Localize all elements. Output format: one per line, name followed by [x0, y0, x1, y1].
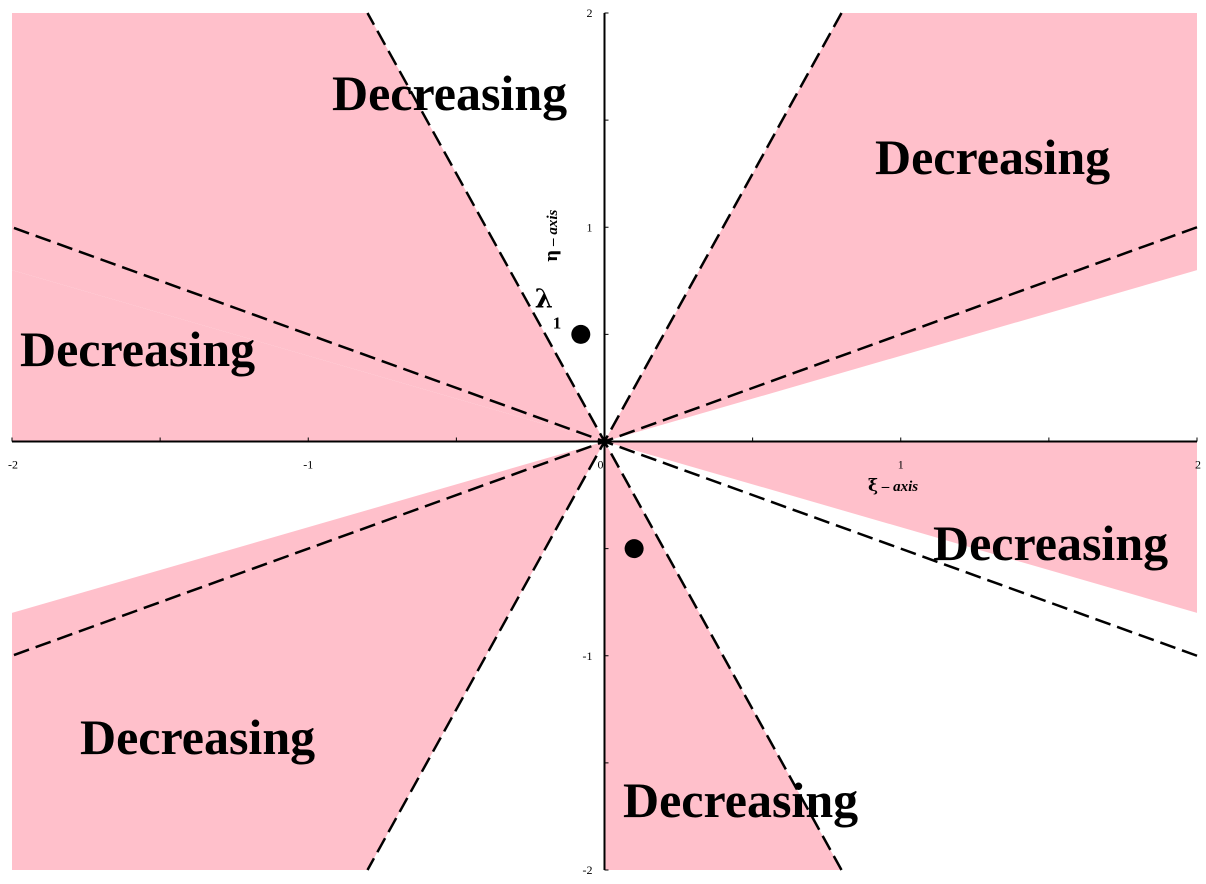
y-tick-label: 1 [587, 220, 593, 234]
shaded-region-3 [12, 270, 605, 442]
y-tick-label: -2 [583, 863, 593, 877]
data-point [624, 539, 644, 559]
tick-labels: -2 -1 0 1 2 2 1 -1 -2 [8, 6, 1201, 877]
x-tick-label: -1 [303, 458, 313, 472]
y-tick-label: -1 [583, 649, 593, 663]
shaded-region-6 [604, 441, 1197, 613]
shaded-region-1 [604, 13, 1197, 442]
data-points: λ1 [535, 284, 644, 559]
shaded-region-2 [12, 13, 605, 442]
point-label-subscript: 1 [553, 313, 562, 332]
y-tick-label: 2 [587, 6, 593, 20]
region-labels: Decreasing Decreasing Decreasing Decreasing… [20, 65, 1168, 828]
region-label-decreasing: Decreasing [933, 515, 1168, 571]
region-label-decreasing: Decreasing [623, 772, 858, 828]
y-axis-title: η – axis [542, 209, 562, 262]
region-label-decreasing: Decreasing [80, 709, 315, 765]
axis-names: ξ – axis η – axis [542, 209, 918, 496]
x-tick-label: 1 [898, 458, 904, 472]
point-label: λ [535, 284, 553, 314]
x-axis-title: ξ – axis [868, 476, 918, 496]
axes [11, 12, 1198, 871]
region-label-decreasing: Decreasing [332, 65, 567, 121]
data-point [571, 324, 591, 344]
shaded-region-4 [12, 441, 605, 870]
x-tick-label: 0 [598, 458, 604, 472]
x-tick-label: -2 [8, 458, 18, 472]
region-label-decreasing: Decreasing [20, 321, 255, 377]
region-label-decreasing: Decreasing [875, 129, 1110, 185]
x-tick-label: 2 [1195, 458, 1201, 472]
